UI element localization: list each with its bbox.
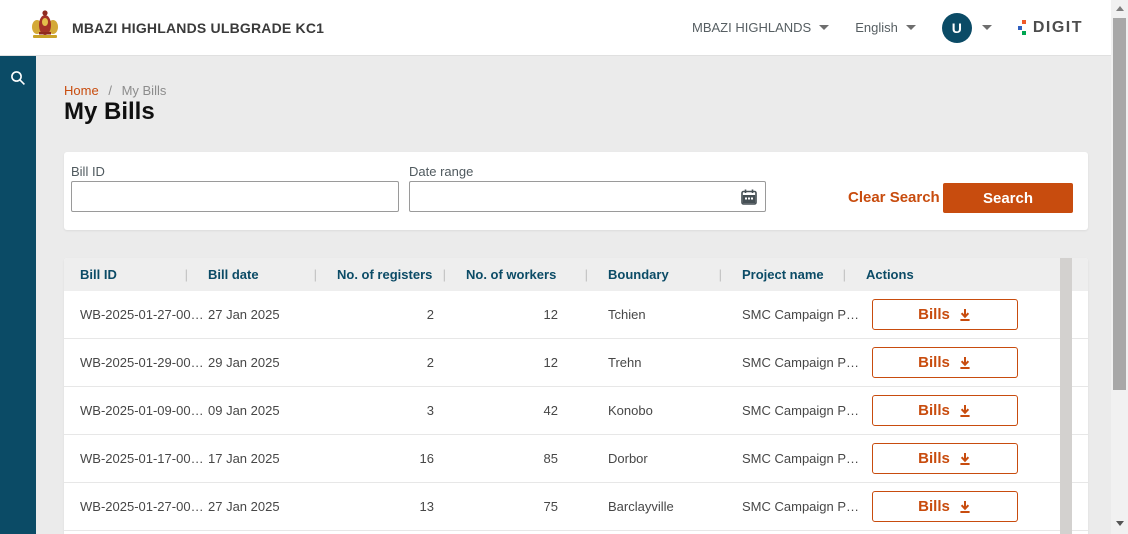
- bills-download-button[interactable]: Bills: [872, 491, 1018, 522]
- digit-pixels-icon: [1017, 19, 1028, 36]
- bills-button-label: Bills: [918, 402, 950, 419]
- search-panel: Bill ID Date range Clear Search Search: [64, 152, 1088, 230]
- cell-boundary: Dorbor: [608, 451, 648, 466]
- cell-registers: 2: [426, 355, 434, 370]
- cell-registers: 16: [419, 451, 434, 466]
- cell-registers: 3: [426, 403, 434, 418]
- clear-search-link[interactable]: Clear Search: [848, 189, 940, 206]
- cell-workers: 12: [543, 307, 558, 322]
- cell-workers: 75: [543, 499, 558, 514]
- bills-download-button[interactable]: Bills: [872, 347, 1018, 378]
- column-header-project[interactable]: Project name: [742, 267, 866, 282]
- table-row: WB-2025-01-27-000118 27 Jan 2025 2 12 Tc…: [64, 291, 1088, 339]
- cell-workers: 12: [543, 355, 558, 370]
- download-icon: [960, 452, 970, 465]
- cell-project: SMC Campaign Paym...: [742, 307, 866, 322]
- table-row: WB-2025-01-17-000102 17 Jan 2025 16 85 D…: [64, 435, 1088, 483]
- cell-registers: 13: [419, 499, 434, 514]
- bills-button-label: Bills: [918, 450, 950, 467]
- app-title: MBAZI HIGHLANDS ULBGRADE KC1: [72, 19, 325, 36]
- page-scrollbar[interactable]: [1111, 0, 1128, 534]
- scroll-down-icon[interactable]: [1115, 521, 1124, 526]
- date-range-label: Date range: [409, 164, 474, 179]
- cell-bill-id: WB-2025-01-27-000118: [80, 307, 208, 322]
- cell-bill-date: 09 Jan 2025: [208, 403, 280, 418]
- bills-button-label: Bills: [918, 306, 950, 323]
- cell-bill-id: WB-2025-01-27-000108: [80, 499, 208, 514]
- digit-logo-text: DIGIT: [1032, 18, 1083, 36]
- cell-workers: 85: [543, 451, 558, 466]
- calendar-icon[interactable]: [740, 188, 758, 206]
- column-header-actions: Actions: [866, 267, 914, 282]
- language-selector-label: English: [855, 20, 898, 35]
- cell-bill-id: WB-2025-01-29-000123: [80, 355, 208, 370]
- cell-bill-date: 17 Jan 2025: [208, 451, 280, 466]
- bill-id-input[interactable]: [71, 181, 399, 212]
- top-bar: MBAZI HIGHLANDS ULBGRADE KC1 MBAZI HIGHL…: [0, 0, 1111, 56]
- breadcrumb-home-link[interactable]: Home: [64, 83, 99, 98]
- cell-boundary: Barclayville: [608, 499, 674, 514]
- cell-workers: 42: [543, 403, 558, 418]
- column-header-registers[interactable]: No. of registers: [337, 267, 466, 282]
- table-scrollbar[interactable]: [1060, 258, 1072, 534]
- chevron-down-icon: [905, 25, 916, 30]
- breadcrumb-separator: /: [108, 83, 112, 98]
- cell-boundary: Trehn: [608, 355, 642, 370]
- cell-project: SMC Campaign Paym...: [742, 403, 866, 418]
- state-emblem-icon: [30, 9, 60, 46]
- digit-logo: DIGIT: [1017, 18, 1083, 37]
- cell-boundary: Konobo: [608, 403, 653, 418]
- column-header-bill-date[interactable]: Bill date: [208, 267, 337, 282]
- download-icon: [960, 356, 970, 369]
- date-range-input[interactable]: [409, 181, 766, 212]
- chevron-down-icon: [981, 25, 992, 30]
- bills-download-button[interactable]: Bills: [872, 395, 1018, 426]
- cell-registers: 2: [426, 307, 434, 322]
- breadcrumb-current: My Bills: [121, 83, 167, 98]
- download-icon: [960, 500, 970, 513]
- bills-download-button[interactable]: Bills: [872, 443, 1018, 474]
- city-selector[interactable]: MBAZI HIGHLANDS: [692, 20, 830, 35]
- cell-boundary: Tchien: [608, 307, 646, 322]
- bills-button-label: Bills: [918, 354, 950, 371]
- table-row: WB-2025-01-29-000123 29 Jan 2025 2 12 Tr…: [64, 339, 1088, 387]
- city-selector-label: MBAZI HIGHLANDS: [692, 20, 812, 35]
- sidebar: [0, 56, 36, 534]
- search-button[interactable]: Search: [943, 183, 1073, 213]
- cell-project: SMC Campaign Paym...: [742, 451, 866, 466]
- chevron-down-icon: [819, 25, 830, 30]
- cell-bill-id: WB-2025-01-09-000073: [80, 403, 208, 418]
- cell-bill-date: 29 Jan 2025: [208, 355, 280, 370]
- cell-project: SMC Campaign Paym...: [742, 499, 866, 514]
- user-menu[interactable]: U: [941, 12, 992, 43]
- download-icon: [960, 308, 970, 321]
- bill-id-label: Bill ID: [71, 164, 105, 179]
- bills-table: Bill ID Bill date No. of registers No. o…: [64, 258, 1088, 534]
- cell-bill-date: 27 Jan 2025: [208, 499, 280, 514]
- search-icon[interactable]: [10, 70, 26, 91]
- page-title: My Bills: [64, 98, 155, 125]
- cell-bill-id: WB-2025-01-17-000102: [80, 451, 208, 466]
- bills-button-label: Bills: [918, 498, 950, 515]
- table-row: WB-2025-01-27-000108 27 Jan 2025 13 75 B…: [64, 483, 1088, 531]
- scroll-up-icon[interactable]: [1115, 6, 1124, 11]
- column-header-boundary[interactable]: Boundary: [608, 267, 742, 282]
- avatar[interactable]: U: [941, 12, 972, 43]
- language-selector[interactable]: English: [855, 20, 916, 35]
- scrollbar-thumb[interactable]: [1113, 18, 1126, 390]
- date-range-field: [409, 181, 766, 212]
- bills-download-button[interactable]: Bills: [872, 299, 1018, 330]
- cell-bill-date: 27 Jan 2025: [208, 307, 280, 322]
- cell-project: SMC Campaign Paym...: [742, 355, 866, 370]
- column-header-workers[interactable]: No. of workers: [466, 267, 608, 282]
- download-icon: [960, 404, 970, 417]
- table-row: WB-2025-01-09-000073 09 Jan 2025 3 42 Ko…: [64, 387, 1088, 435]
- table-header-row: Bill ID Bill date No. of registers No. o…: [64, 258, 1088, 291]
- column-header-bill-id[interactable]: Bill ID: [80, 267, 208, 282]
- breadcrumb: Home / My Bills: [64, 83, 166, 98]
